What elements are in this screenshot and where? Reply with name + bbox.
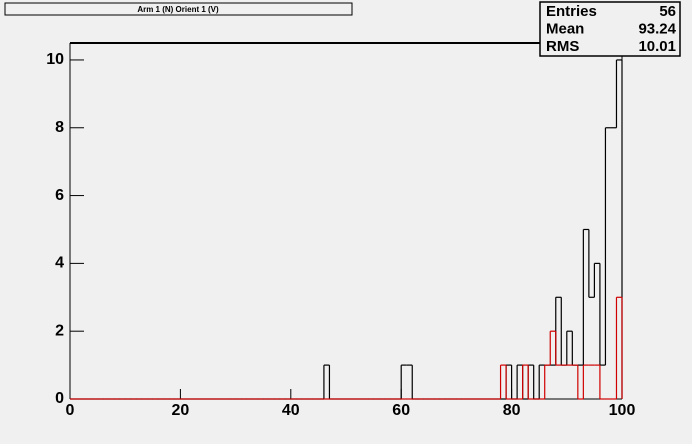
stats-label: Mean: [546, 20, 584, 37]
stats-box: [539, 1, 681, 57]
x-tick-label: 0: [66, 402, 75, 419]
title-box: [4, 2, 353, 16]
stats-value: 10.01: [638, 38, 676, 55]
y-tick-label: 2: [55, 322, 64, 339]
stats-label: RMS: [546, 38, 579, 55]
y-tick-label: 6: [55, 187, 64, 204]
stats-value: 93.24: [638, 20, 676, 37]
stats-value: 56: [659, 3, 676, 20]
x-tick-label: 80: [503, 402, 521, 419]
y-tick-label: 10: [46, 51, 64, 68]
x-tick-label: 40: [282, 402, 300, 419]
stats-label: Entries: [546, 3, 597, 20]
y-tick-label: 8: [55, 119, 64, 136]
y-tick-label: 4: [55, 255, 64, 272]
x-tick-label: 60: [392, 402, 410, 419]
bin-connector: [323, 59, 623, 399]
x-tick-label: 20: [172, 402, 190, 419]
chart-title: Arm 1 (N) Orient 1 (V): [137, 5, 219, 14]
y-tick-label: 0: [55, 390, 64, 407]
x-tick-label: 100: [609, 402, 636, 419]
